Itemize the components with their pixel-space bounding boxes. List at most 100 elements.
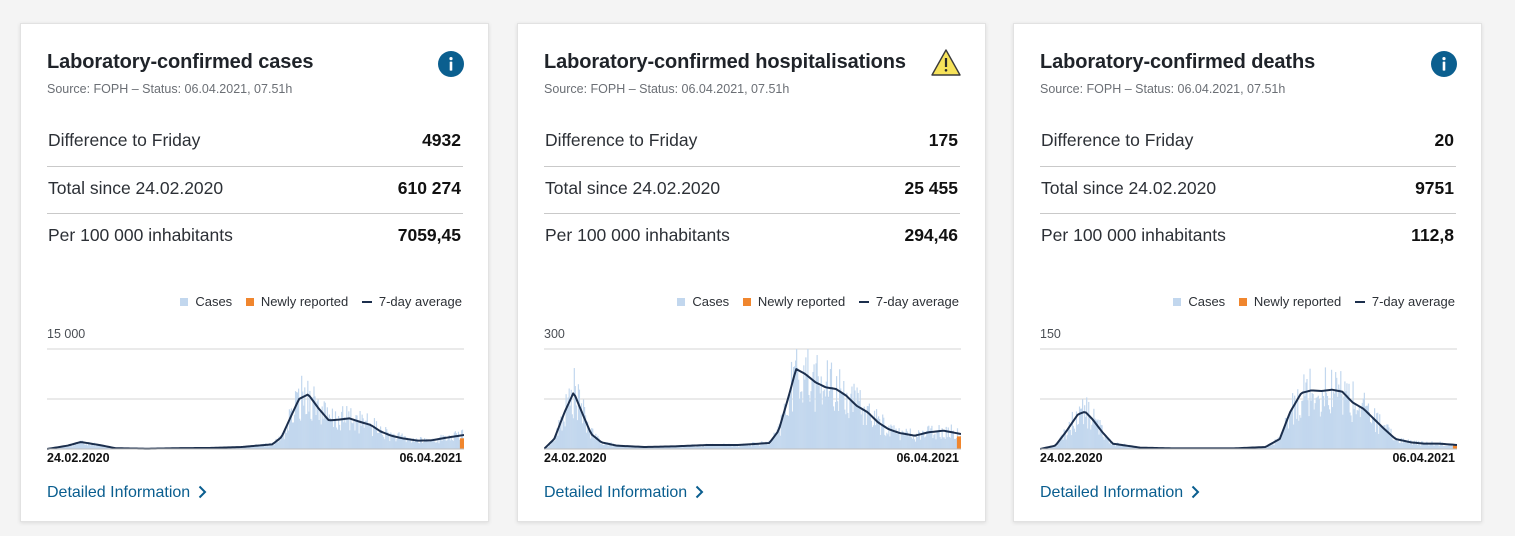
daily-bar	[1336, 377, 1338, 449]
newly-reported-bar	[1452, 445, 1457, 449]
daily-bar	[74, 442, 76, 449]
daily-bar	[1404, 440, 1406, 449]
daily-bar	[576, 420, 578, 449]
x-axis-end-label: 06.04.2021	[399, 451, 462, 465]
daily-bar	[712, 443, 714, 449]
daily-bar	[849, 400, 851, 449]
daily-bar	[550, 444, 552, 449]
daily-bar	[400, 435, 402, 449]
info-icon[interactable]	[1430, 50, 1458, 78]
daily-bar	[1406, 442, 1408, 449]
daily-bar	[773, 432, 775, 449]
daily-bar	[290, 408, 293, 449]
daily-bar	[601, 443, 603, 449]
daily-bar	[1446, 445, 1448, 449]
daily-bar	[265, 443, 267, 449]
stat-label: Per 100 000 inhabitants	[48, 225, 233, 245]
daily-bar	[334, 411, 337, 449]
daily-bar	[800, 391, 802, 449]
daily-bar	[896, 433, 898, 449]
daily-bar	[299, 418, 301, 449]
daily-bar	[879, 419, 881, 449]
daily-bar	[1294, 395, 1296, 449]
daily-bar	[449, 440, 451, 449]
daily-bar	[349, 430, 351, 449]
daily-bar	[748, 443, 751, 449]
daily-bar	[1077, 423, 1080, 449]
daily-bar	[86, 445, 89, 449]
daily-bar	[281, 433, 283, 449]
daily-bar	[1408, 443, 1411, 449]
daily-bar	[337, 416, 340, 449]
daily-bar	[949, 437, 951, 449]
daily-bar	[870, 420, 873, 449]
card-title: Laboratory-confirmed deaths	[1040, 51, 1316, 73]
daily-bar	[1087, 428, 1089, 449]
daily-bar	[1418, 440, 1420, 449]
daily-bar	[1280, 432, 1282, 449]
daily-bar	[591, 428, 593, 449]
daily-bar	[370, 426, 372, 449]
stat-value: 25 455	[904, 178, 958, 198]
detailed-information-link[interactable]: Detailed Information	[47, 484, 207, 502]
daily-bar	[717, 445, 719, 449]
daily-bar	[404, 436, 406, 449]
daily-bar	[1109, 439, 1111, 449]
daily-bar	[889, 436, 891, 449]
detailed-information-link[interactable]: Detailed Information	[1040, 484, 1200, 502]
daily-bar	[231, 447, 233, 449]
daily-bar	[442, 435, 444, 449]
daily-bar	[1299, 415, 1301, 449]
daily-bar	[271, 444, 273, 449]
daily-bar	[692, 446, 694, 449]
daily-bar	[436, 442, 438, 449]
daily-bar	[67, 446, 69, 449]
daily-bar	[804, 379, 806, 449]
daily-bar	[1385, 428, 1387, 449]
info-icon[interactable]	[437, 50, 465, 78]
daily-bar	[936, 431, 938, 449]
card-title: Laboratory-confirmed cases	[47, 51, 314, 73]
daily-bar	[724, 444, 726, 449]
detailed-information-link[interactable]: Detailed Information	[544, 484, 704, 502]
daily-bar	[566, 408, 568, 449]
daily-bar	[395, 441, 397, 449]
daily-bar	[685, 445, 687, 449]
daily-bar	[1260, 447, 1262, 449]
daily-bar	[1429, 444, 1431, 449]
daily-bar	[583, 407, 586, 449]
daily-bar	[923, 431, 925, 449]
daily-bar	[333, 418, 336, 449]
daily-bar	[1116, 442, 1119, 449]
daily-bar	[549, 442, 551, 449]
daily-bar	[772, 439, 774, 449]
daily-bar	[379, 426, 382, 449]
daily-bar	[335, 427, 338, 449]
daily-bar	[820, 376, 822, 449]
daily-bar	[1094, 418, 1096, 449]
newly-reported-bar	[459, 438, 464, 449]
daily-bar	[860, 414, 862, 449]
daily-bar	[1414, 444, 1417, 449]
daily-bar	[300, 420, 302, 449]
daily-bar	[788, 393, 791, 449]
daily-bar	[398, 432, 400, 449]
daily-bar	[392, 434, 394, 449]
daily-bar	[568, 388, 570, 449]
daily-bar	[744, 443, 747, 449]
daily-bar	[730, 445, 732, 449]
daily-bar	[628, 446, 630, 449]
daily-bar	[826, 360, 828, 449]
daily-bar	[874, 425, 877, 449]
daily-bar	[341, 411, 343, 449]
warning-icon[interactable]	[930, 48, 962, 78]
daily-bar	[1324, 367, 1327, 449]
daily-bar	[1433, 445, 1435, 449]
daily-bar	[569, 405, 571, 449]
daily-bar	[291, 422, 294, 449]
daily-bar	[426, 438, 428, 449]
daily-bar	[579, 406, 582, 449]
daily-bar	[735, 446, 737, 449]
daily-bar	[937, 431, 939, 449]
daily-bar	[1367, 403, 1370, 449]
